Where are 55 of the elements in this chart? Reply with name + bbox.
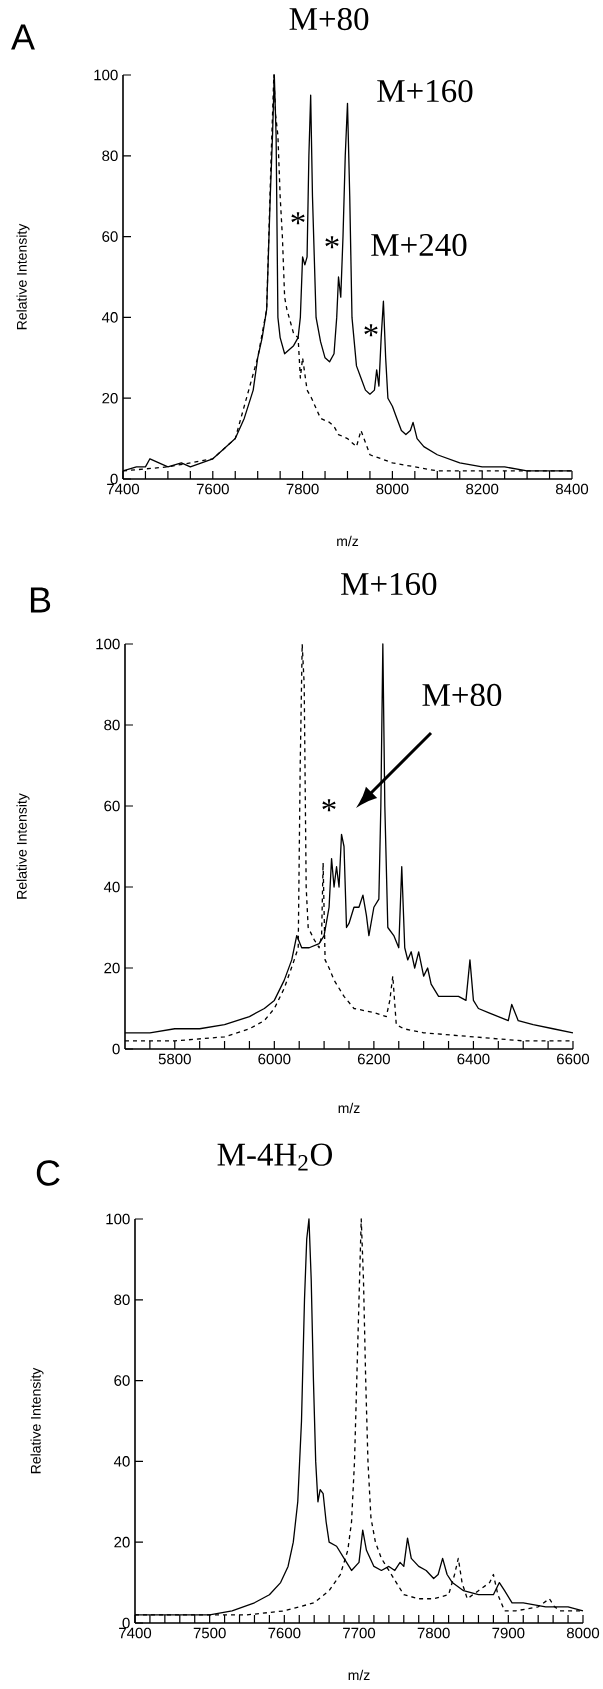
annotation: * (364, 324, 378, 337)
y-tick-label: 20 (114, 1536, 130, 1548)
y-axis-title: Relative Intensity (30, 1367, 44, 1474)
annotation: * (325, 236, 339, 249)
x-tick-label: 6000 (258, 1053, 291, 1065)
y-tick-label: 40 (113, 1456, 130, 1467)
x-tick-label: 6400 (457, 1053, 490, 1065)
y-tick-label: 60 (102, 231, 118, 242)
y-tick-label: 40 (103, 881, 120, 893)
y-tick-label: 100 (96, 638, 120, 650)
annotation: M+240 (371, 233, 467, 257)
y-tick-label: 20 (102, 392, 118, 404)
x-tick-label: 7500 (193, 1627, 226, 1639)
annotation: * (322, 799, 336, 812)
x-tick-label: 7800 (286, 483, 319, 495)
x-tick-label: 7900 (492, 1627, 525, 1639)
y-axis-title: Relative Intensity (16, 223, 30, 330)
y-tick-label: 0 (112, 1043, 120, 1055)
x-tick-label: 7600 (268, 1627, 301, 1639)
x-tick-label: 7700 (343, 1627, 376, 1639)
chart-title: M-4H$_{2}$O (217, 1143, 332, 1171)
y-axis-title: Relative Intensity (16, 793, 30, 899)
x-tick-label: 8000 (376, 483, 409, 495)
x-tick-label: 8400 (555, 483, 589, 495)
x-tick-label: 6200 (357, 1053, 390, 1065)
y-tick-label: 80 (114, 1294, 130, 1306)
x-axis-title: m/z (337, 535, 359, 547)
x-tick-label: 8000 (566, 1627, 600, 1639)
x-axis-title: m/z (348, 1669, 370, 1681)
y-tick-label: 100 (106, 1213, 130, 1225)
y-tick-label: 20 (104, 962, 120, 974)
y-tick-label: 40 (101, 312, 118, 323)
text: C (36, 1160, 60, 1186)
x-tick-label: 7600 (196, 483, 229, 495)
x-tick-label: 6600 (557, 1053, 590, 1065)
text: B (30, 587, 51, 613)
y-tick-label: 100 (94, 69, 118, 81)
chart-title: M+160 (341, 572, 437, 596)
text: A (11, 24, 35, 50)
y-tick-label: 0 (122, 1617, 130, 1629)
annotation: * (291, 212, 305, 225)
annotation: M+160 (377, 79, 473, 103)
x-tick-label: 5800 (158, 1053, 191, 1065)
x-axis-title: m/z (338, 1102, 360, 1114)
y-tick-label: 80 (102, 150, 118, 162)
y-tick-label: 60 (104, 800, 120, 812)
x-tick-label: 7400 (119, 1627, 152, 1639)
x-tick-label: 7800 (417, 1627, 450, 1639)
y-tick-label: 0 (110, 473, 118, 485)
y-tick-label: 60 (114, 1375, 130, 1386)
y-tick-label: 80 (104, 719, 120, 731)
annotation: M+80 (422, 683, 502, 707)
x-tick-label: 7400 (107, 483, 140, 495)
x-tick-label: 8200 (466, 483, 499, 495)
chart-title: M+80 (289, 7, 369, 31)
